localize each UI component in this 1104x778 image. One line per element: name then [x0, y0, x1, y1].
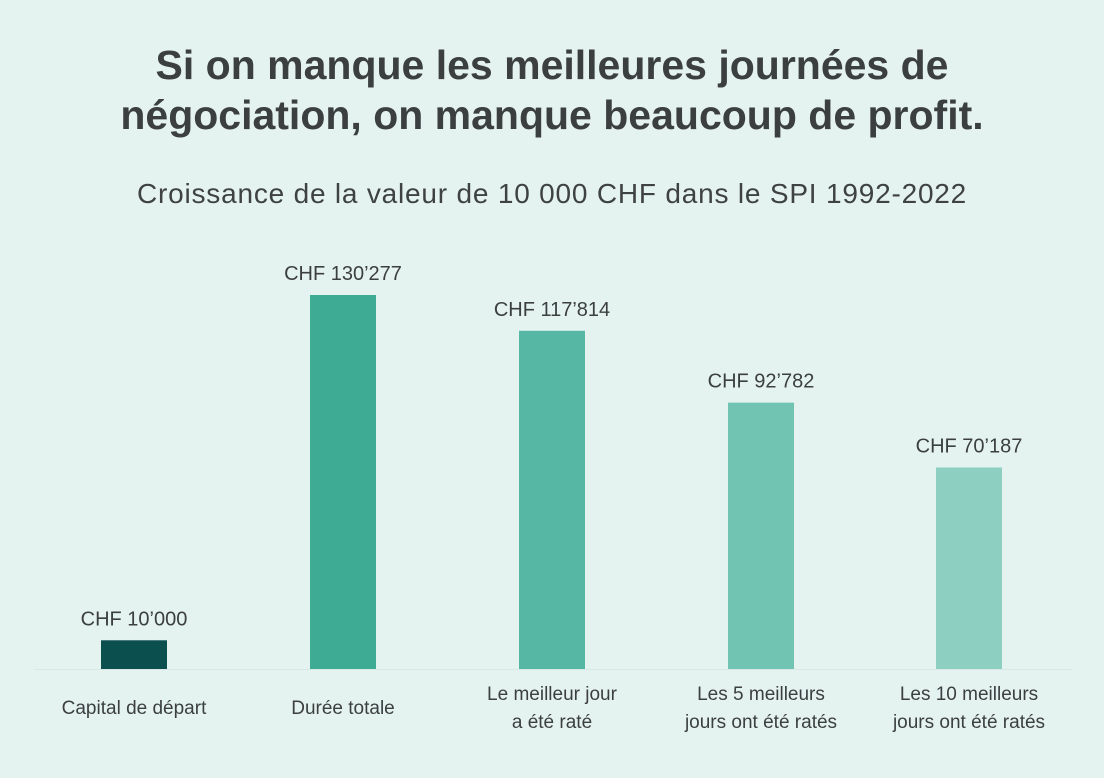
bar-value-label-3: CHF 117’814: [494, 299, 610, 321]
category-label-4-line-1: Les 5 meilleurs: [697, 684, 825, 705]
category-label-3-line-1: Le meilleur jour: [487, 684, 617, 705]
bar-value-label-2: CHF 130’277: [284, 263, 402, 285]
category-label-3: Le meilleur jour a été raté: [442, 681, 662, 737]
bar-2: [310, 295, 376, 669]
bar-5: [936, 467, 1002, 669]
category-label-1-line-1: Capital de départ: [61, 698, 207, 719]
bar-value-label-1: CHF 10’000: [81, 608, 188, 630]
category-label-2-line-1: Durée totale: [291, 698, 395, 719]
bar-3: [519, 330, 585, 669]
bar-4: [728, 402, 794, 669]
category-label-1: Capital de départ: [24, 695, 244, 723]
chart-title-line-1: Si on manque les meilleures journées de: [155, 42, 949, 88]
chart-subtitle: Croissance de la valeur de 10 000 CHF da…: [136, 178, 968, 209]
category-label-4-line-2: jours ont été ratés: [684, 712, 838, 733]
bar-value-label-5: CHF 70’187: [916, 436, 1023, 458]
chart-title-line-2: négociation, on manque beaucoup de profi…: [120, 92, 984, 138]
bar-1: [101, 640, 167, 669]
category-label-4: Les 5 meilleurs jours ont été ratés: [651, 681, 871, 737]
bar-value-label-4: CHF 92’782: [708, 371, 815, 393]
category-label-5-line-2: jours ont été ratés: [892, 712, 1046, 733]
category-label-5-line-1: Les 10 meilleurs: [899, 684, 1039, 705]
category-label-2: Durée totale: [233, 695, 453, 723]
category-label-3-line-2: a été raté: [511, 712, 593, 733]
chart-title: Si on manque les meilleures journées de …: [0, 40, 1104, 140]
category-label-5: Les 10 meilleurs jours ont été ratés: [859, 681, 1079, 737]
